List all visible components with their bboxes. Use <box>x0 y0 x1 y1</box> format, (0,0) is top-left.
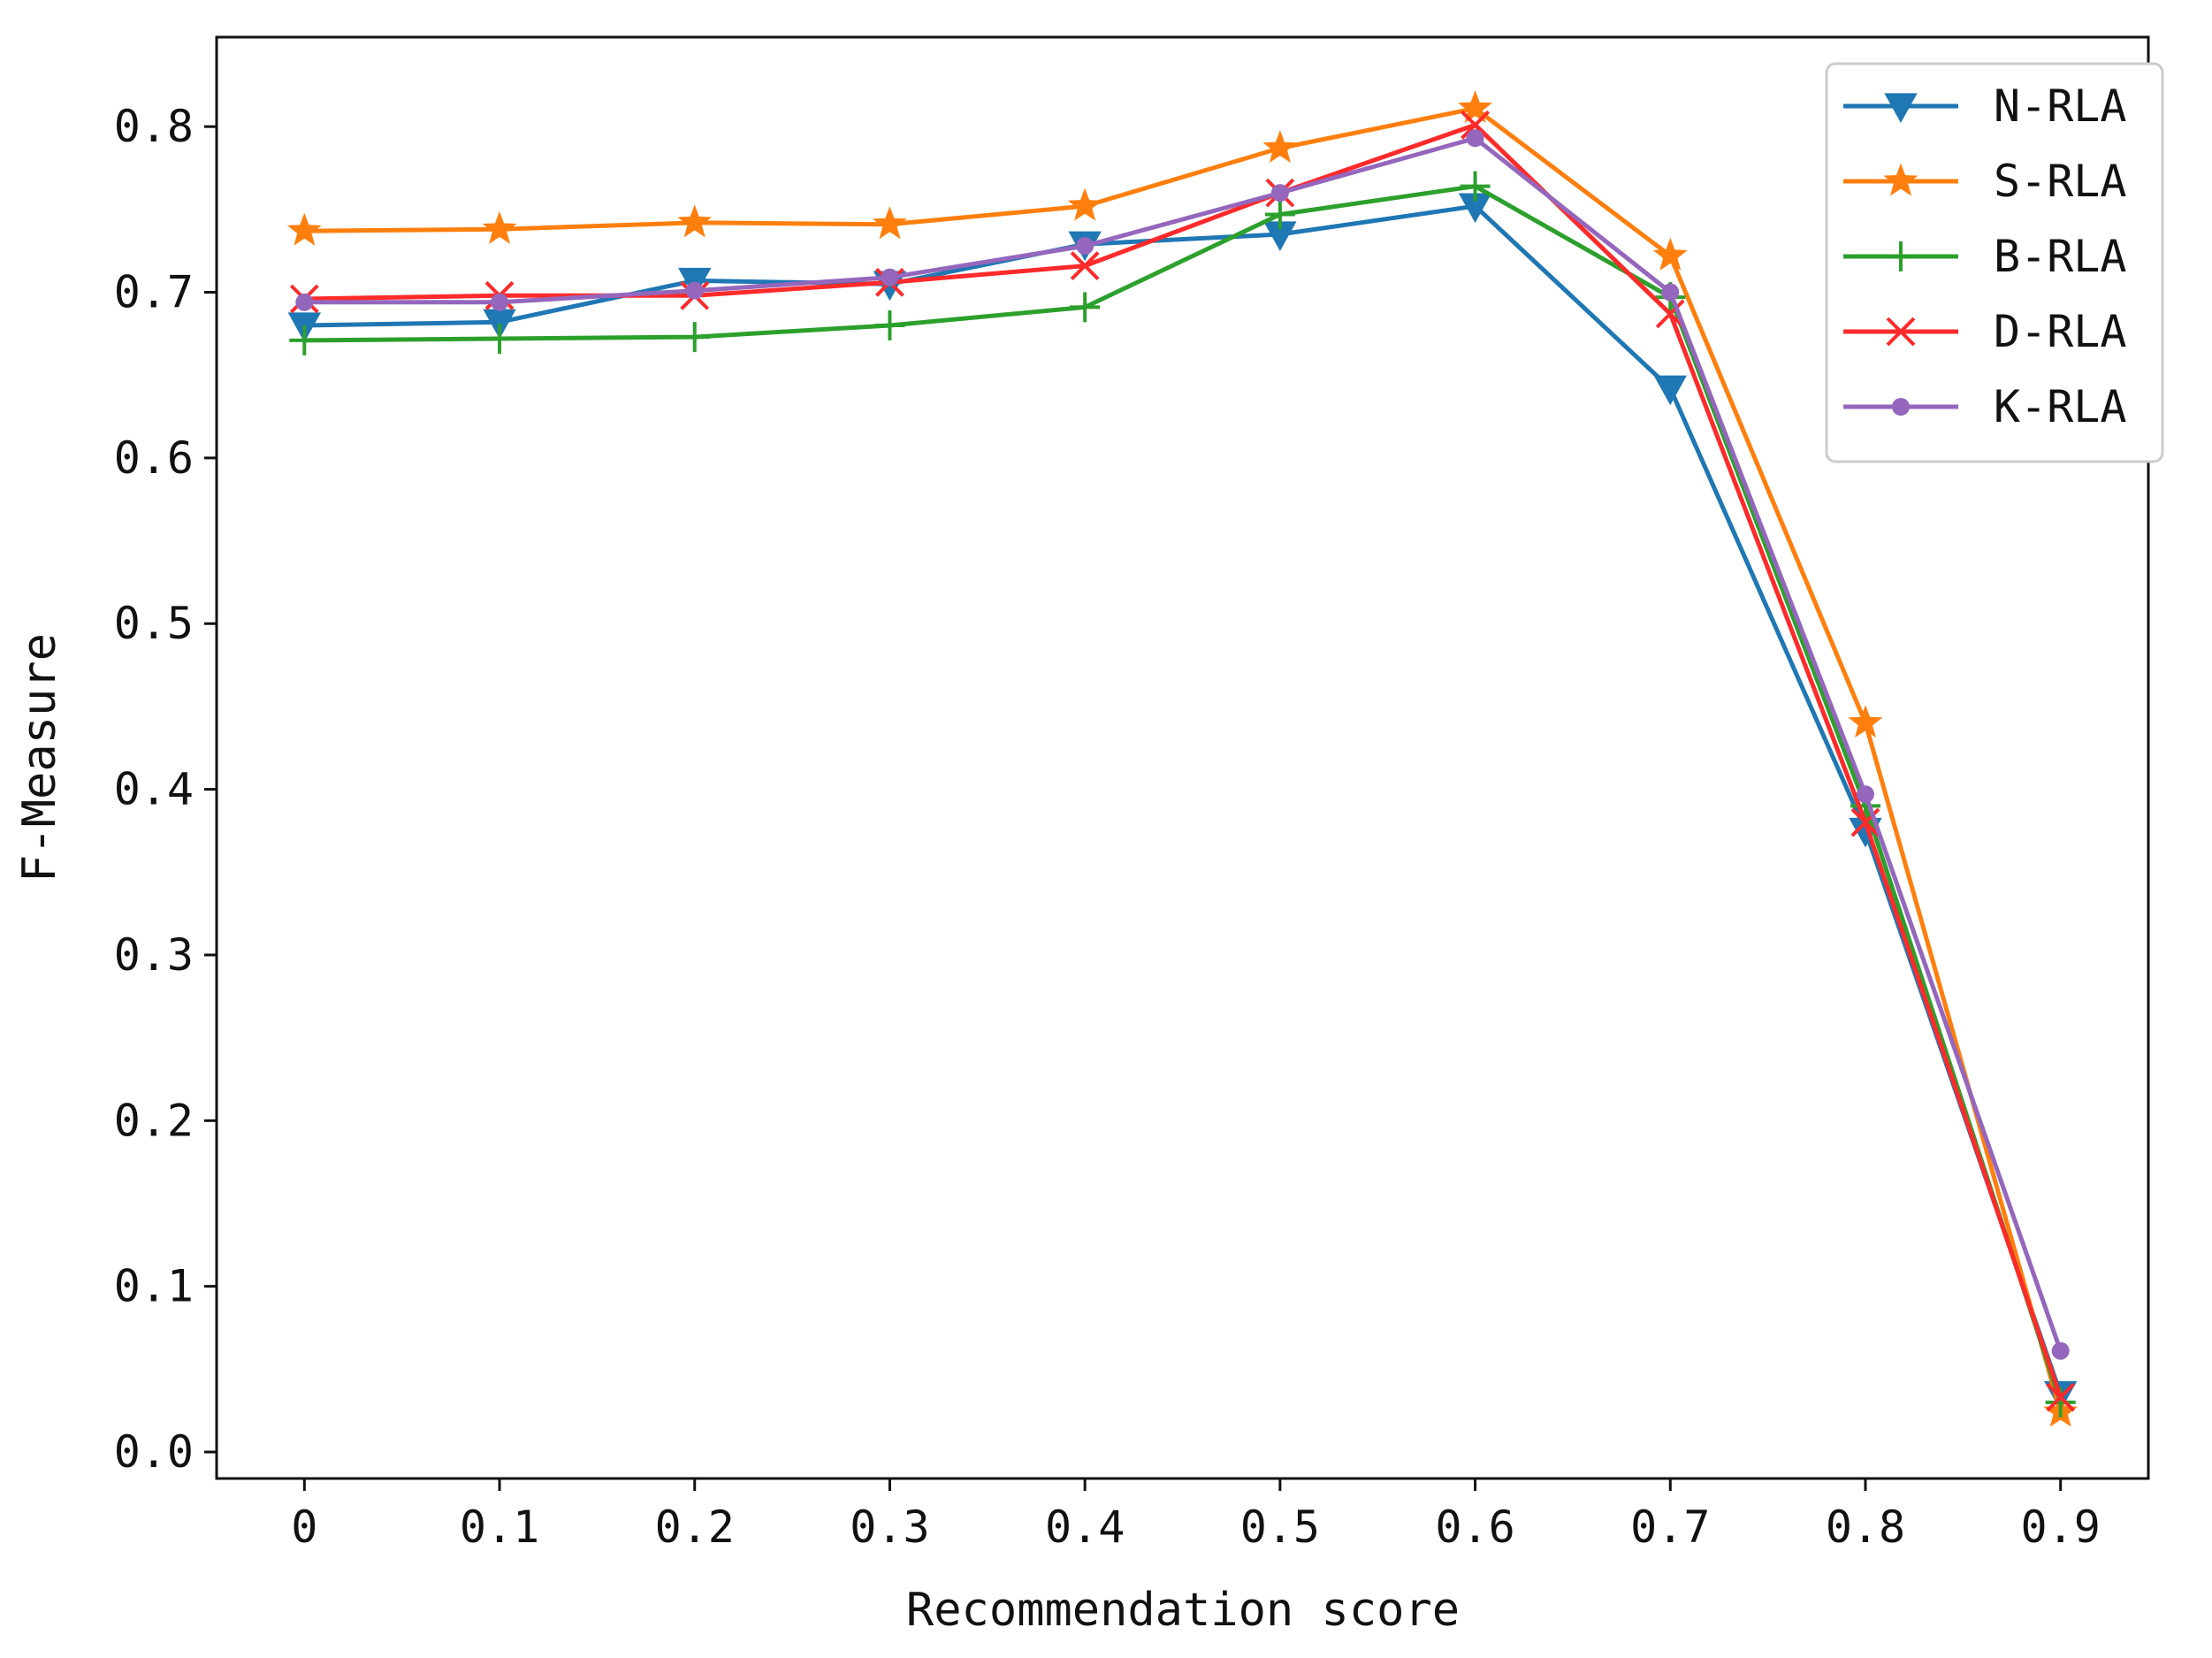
data-point <box>1661 283 1680 302</box>
data-point <box>1070 251 1100 280</box>
data-point <box>1076 237 1095 256</box>
data-point <box>2051 1341 2070 1360</box>
data-point <box>1461 110 1490 140</box>
series-layer <box>286 90 2079 1427</box>
data-point <box>1262 130 1298 164</box>
data-point <box>491 293 509 311</box>
y-tick-label: 0.2 <box>114 1095 194 1146</box>
data-point <box>1264 199 1295 230</box>
y-tick-label: 0.4 <box>114 764 194 815</box>
legend: N-RLA S-RLA B-RLA D-RLA K-RLA <box>1825 62 2164 463</box>
series-line <box>304 184 2063 1403</box>
y-axis: 0.0 0.1 0.2 0.3 0.4 0.5 0.6 0.7 0.8 <box>114 101 217 1478</box>
data-point <box>484 323 515 354</box>
legend-label: S-RLA <box>1994 156 2127 207</box>
x-axis: 0 0.1 0.2 0.3 0.4 0.5 0.6 0.7 0.8 0.9 <box>291 1478 2101 1553</box>
series-line <box>304 203 2063 1395</box>
x-tick-label: 0.7 <box>1630 1501 1710 1553</box>
legend-label: D-RLA <box>1994 306 2127 357</box>
y-tick-label: 0.3 <box>114 929 194 981</box>
x-tick-label: 0.2 <box>655 1501 735 1553</box>
x-tick-label: 0.1 <box>460 1501 539 1553</box>
x-tick-label: 0.6 <box>1435 1501 1514 1553</box>
series-line <box>304 106 2063 1413</box>
data-point <box>1466 129 1484 148</box>
series-line <box>304 135 2063 1352</box>
x-tick-label: 0.4 <box>1045 1501 1125 1553</box>
legend-item-b-rla: B-RLA <box>1843 231 2127 282</box>
y-tick-label: 0.6 <box>114 432 194 484</box>
legend-box <box>1825 62 2164 463</box>
data-point <box>1652 237 1688 271</box>
x-axis-label: Recommendation score <box>906 1584 1460 1637</box>
data-point <box>1848 705 1883 738</box>
y-tick-label: 0.8 <box>114 101 194 152</box>
y-tick-label: 0.7 <box>114 267 194 318</box>
data-point <box>685 281 704 300</box>
data-point <box>1067 187 1102 221</box>
data-point <box>679 322 710 353</box>
y-axis-label: F-Measure <box>13 633 66 882</box>
data-point <box>295 293 314 311</box>
data-point <box>286 212 322 246</box>
legend-label: N-RLA <box>1994 80 2127 132</box>
data-point <box>1655 299 1685 329</box>
x-tick-label: 0.8 <box>1826 1501 1905 1553</box>
data-point <box>677 204 713 238</box>
x-tick-label: 0.3 <box>850 1501 929 1553</box>
data-point <box>1460 171 1491 202</box>
x-tick-label: 0.9 <box>2021 1501 2101 1553</box>
data-point <box>1070 292 1101 323</box>
series-k-rla <box>295 129 2070 1360</box>
legend-label: K-RLA <box>1994 381 2127 432</box>
y-tick-label: 0.1 <box>114 1261 194 1312</box>
data-point <box>2046 1382 2076 1412</box>
legend-item-s-rla: S-RLA <box>1843 156 2127 207</box>
x-tick-label: 0.5 <box>1240 1501 1320 1553</box>
legend-item-d-rla: D-RLA <box>1843 306 2127 357</box>
data-point <box>881 268 899 287</box>
x-tick-label: 0 <box>291 1501 317 1553</box>
data-point <box>1653 375 1687 406</box>
legend-item-n-rla: N-RLA <box>1843 80 2127 132</box>
legend-item-k-rla: K-RLA <box>1843 381 2127 432</box>
data-point <box>1856 785 1874 804</box>
legend-marker <box>1892 398 1910 416</box>
data-point <box>289 325 320 355</box>
y-tick-label: 0.0 <box>114 1426 194 1478</box>
data-point <box>873 206 907 240</box>
legend-marker <box>1884 93 1918 124</box>
legend-marker <box>1883 163 1918 196</box>
legend-marker <box>1886 317 1916 347</box>
data-point <box>1458 90 1492 124</box>
legend-marker <box>1886 241 1916 271</box>
legend-label: B-RLA <box>1994 231 2127 282</box>
data-point <box>482 210 517 244</box>
y-tick-label: 0.5 <box>114 598 194 649</box>
data-point <box>874 310 905 340</box>
data-point <box>1270 184 1289 202</box>
